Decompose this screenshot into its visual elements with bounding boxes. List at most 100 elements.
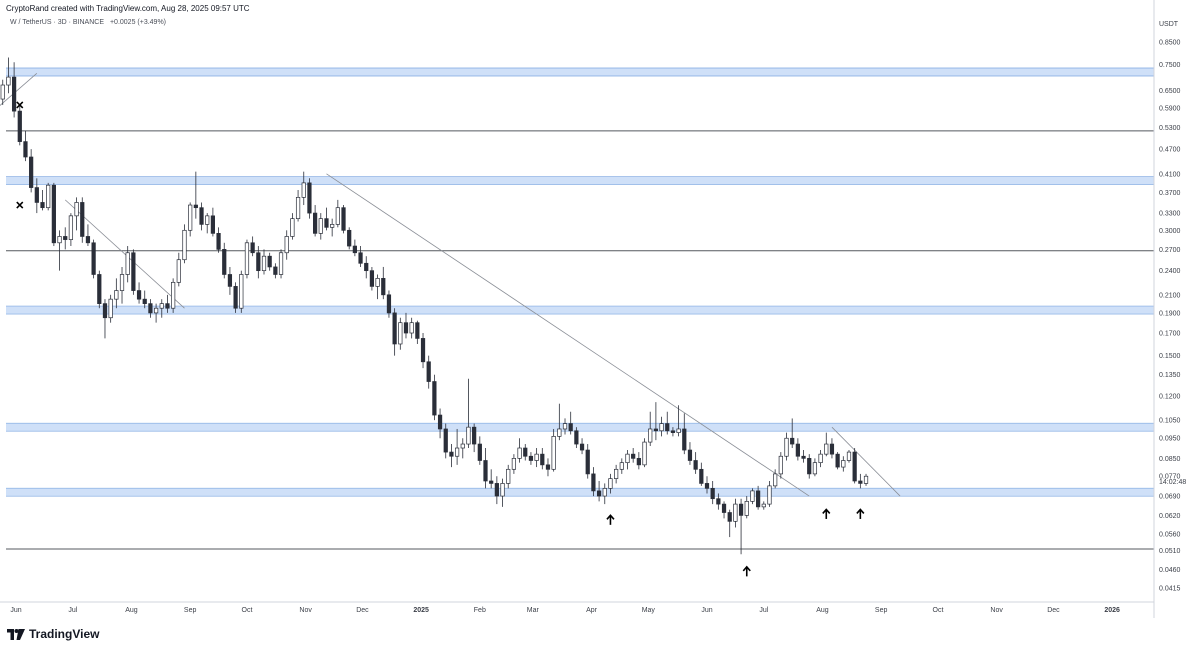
price-tick-label: 0.3000: [1159, 228, 1181, 235]
price-tick-label: 0.0560: [1159, 531, 1181, 538]
support-zone: [6, 422, 1154, 432]
candle: [727, 509, 732, 538]
candle: [11, 62, 17, 118]
price-tick-label: 0.1500: [1159, 353, 1181, 360]
price-tick-label: 0.6500: [1159, 88, 1181, 95]
candle: [267, 252, 272, 271]
candle: [227, 266, 233, 295]
candle-body-up: [261, 255, 267, 272]
candle-body-down: [29, 156, 34, 188]
candle-body-up: [153, 307, 159, 314]
candle: [125, 246, 130, 283]
trendline: [326, 173, 810, 497]
candle: [648, 411, 653, 447]
candle: [108, 294, 113, 323]
price-axis: USDT 0.8500 0.7500 0.6500 0.5900 0.5300 0.4700…: [1159, 21, 1186, 593]
candle: [171, 278, 176, 313]
candle: [716, 493, 721, 510]
candle: [341, 205, 346, 234]
candle-body-up: [500, 483, 505, 497]
candle: [818, 450, 823, 468]
candle-body-down: [199, 207, 204, 225]
candle-body-down: [829, 443, 835, 455]
price-tick-label: 0.2400: [1159, 268, 1181, 275]
candle-body-up: [244, 242, 250, 275]
candle-body-up: [6, 76, 11, 86]
price-tick-label: 0.1200: [1159, 394, 1181, 401]
time-tick-label: Dec: [1047, 607, 1060, 614]
candle-body-down: [341, 207, 346, 231]
time-tick-label: Nov: [990, 607, 1003, 614]
candle-body-down: [165, 303, 170, 309]
candle: [415, 320, 420, 344]
support-zone-band: [6, 176, 1154, 185]
candle: [602, 483, 607, 505]
candle: [6, 57, 11, 94]
candle-body-up: [778, 455, 783, 475]
price-tick-label: 0.0690: [1159, 494, 1181, 501]
arrow-up-marker: [856, 508, 865, 519]
time-tick-label: Dec: [356, 607, 369, 614]
candle: [369, 266, 375, 291]
candle-body-down: [545, 464, 551, 470]
candle-body-up: [114, 290, 119, 300]
candle: [653, 402, 658, 441]
candle-body-down: [665, 423, 670, 432]
candle-body-down: [579, 443, 585, 451]
candle-body-down: [136, 290, 142, 300]
candle: [153, 303, 159, 323]
candle-body-down: [102, 303, 108, 319]
candle: [256, 246, 261, 279]
candle-body-down: [852, 451, 857, 482]
candle-body-down: [483, 460, 488, 482]
candle-body-down: [449, 451, 454, 457]
support-zone-band: [6, 488, 1154, 497]
candle-body-down: [233, 286, 238, 309]
candle-body-up: [171, 281, 176, 309]
candle-body-up: [818, 453, 823, 464]
candle-body-down: [426, 361, 431, 382]
symbol-legend[interactable]: W / TetherUS · 3D · BINANCE +0.0025 (+3.…: [10, 19, 166, 26]
time-tick-label: 2025: [413, 607, 429, 614]
candle-body-up: [335, 207, 340, 225]
candle: [551, 428, 556, 472]
candle: [375, 274, 380, 300]
candle: [210, 207, 215, 237]
candle-body-up: [602, 488, 607, 497]
candle-body-down: [34, 187, 39, 203]
candle-body-up: [824, 443, 829, 455]
candle: [142, 290, 147, 309]
candle-body-up: [619, 462, 624, 470]
arrow-up-marker: [606, 514, 615, 525]
price-change: +0.0025 (+3.49%): [109, 19, 167, 26]
candle: [721, 501, 727, 519]
price-tick-label: 0.0460: [1159, 567, 1181, 574]
price-tick-label: 0.0950: [1159, 436, 1181, 443]
candle: [85, 224, 91, 247]
candle-body-down: [392, 312, 397, 345]
candle: [773, 469, 778, 489]
candle-body-down: [222, 249, 227, 275]
candle-body-down: [489, 480, 494, 484]
candle-body-up: [318, 218, 323, 234]
candle: [57, 230, 62, 271]
candle-body-up: [608, 478, 613, 489]
candle-body-up: [159, 303, 164, 309]
candle: [454, 428, 460, 465]
candle-body-up: [188, 204, 193, 231]
candle-body-up: [676, 428, 681, 433]
cross-marker: [16, 201, 24, 209]
candle: [131, 249, 136, 295]
candle: [574, 427, 579, 449]
trendline: [0, 72, 38, 106]
tradingview-brand[interactable]: TradingView: [7, 627, 99, 641]
candle: [733, 498, 738, 528]
candle-body-up: [642, 441, 647, 466]
time-tick-label: Jun: [701, 607, 712, 614]
candle: [250, 236, 255, 257]
candle-body-down: [23, 141, 28, 158]
time-tick-label: Sep: [875, 607, 888, 614]
candle: [579, 438, 585, 455]
candle-body-up: [511, 458, 517, 470]
